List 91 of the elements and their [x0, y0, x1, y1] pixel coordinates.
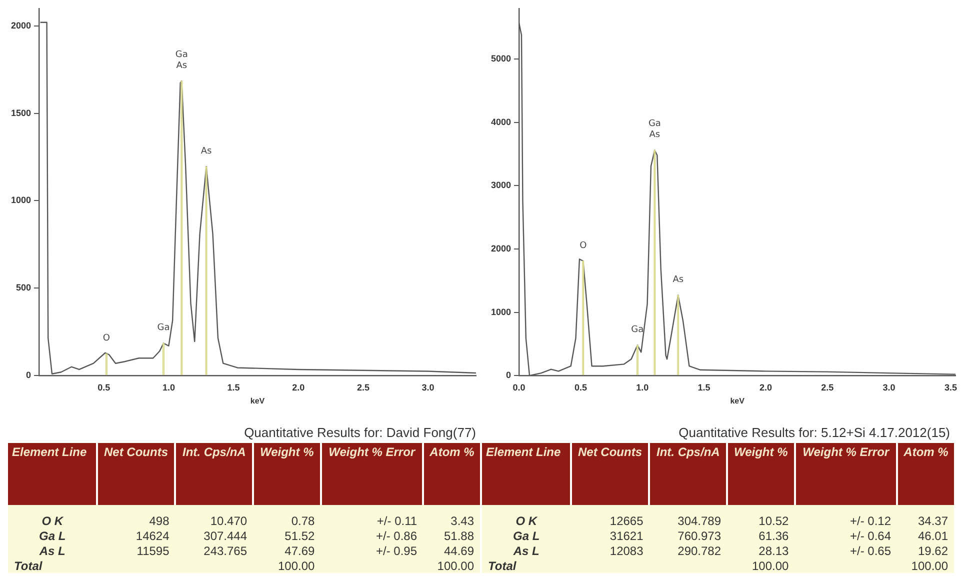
category-label: As L	[39, 544, 66, 558]
text: 3.43	[450, 514, 474, 528]
text: 10.52	[758, 514, 789, 528]
category-label: Net Counts	[96, 443, 176, 505]
text: 307.444	[204, 528, 248, 542]
text: 760.973	[678, 528, 722, 542]
text: 11595	[136, 544, 170, 558]
text: 304.789	[678, 514, 722, 528]
x-axis-title: keV	[250, 396, 266, 406]
category-label: Int. Cps/nA	[175, 443, 254, 505]
text: 34.37	[918, 514, 948, 528]
x-tick-label: 1.5	[227, 382, 240, 392]
text: Quantitative Results for: 5.12+Si 4.17.2012(15)	[678, 425, 951, 442]
text: +/- 0.86	[376, 528, 418, 542]
text: 31621	[610, 528, 644, 542]
category-label: Ga L	[39, 528, 66, 542]
annotation: Ga	[157, 323, 170, 334]
category-label: Total	[488, 558, 516, 572]
text: 51.88	[444, 528, 474, 542]
category-label: Atom %	[423, 443, 480, 505]
category-label: Weight % Error	[320, 443, 424, 505]
x-tick-label: 0.0	[512, 382, 526, 392]
category-label: Atom %	[897, 443, 954, 505]
y-tick-label: 2000	[10, 20, 32, 30]
text: 100.00	[752, 558, 789, 572]
text: 14624	[136, 528, 170, 542]
category-label: Ga L	[513, 528, 540, 542]
y-tick-label: 5000	[490, 54, 512, 64]
y-tick-label: 1500	[10, 108, 32, 118]
text: 243.765	[204, 544, 248, 558]
x-tick-label: 1.0	[162, 382, 175, 392]
y-tick-label: 2000	[490, 243, 512, 254]
y-tick-label: 1000	[10, 195, 32, 206]
text: 100.00	[437, 558, 474, 572]
text: 12665	[610, 514, 644, 528]
x-tick-label: 2.0	[292, 382, 305, 392]
annotation: As	[672, 275, 684, 286]
x-axis-title: keV	[730, 396, 746, 406]
text: +/- 0.95	[376, 544, 418, 558]
text: 47.69	[284, 544, 315, 558]
category-label: O K	[42, 514, 64, 528]
text: 0.78	[291, 514, 315, 528]
text: 46.01	[918, 528, 948, 542]
x-tick-label: 3.5	[944, 382, 957, 392]
annotation: Ga	[631, 325, 644, 336]
text: 12083	[610, 544, 644, 558]
y-tick-label: 0	[26, 370, 32, 380]
text: 498	[149, 514, 170, 528]
text: 290.782	[678, 544, 722, 558]
x-tick-label: 3.0	[882, 382, 896, 392]
y-tick-label: 1000	[490, 306, 512, 317]
category-label: Element Line	[482, 443, 571, 505]
x-tick-label: 1.5	[698, 382, 710, 392]
text: 19.62	[918, 544, 948, 558]
y-tick-label: 3000	[490, 180, 512, 190]
x-tick-label: 2.5	[356, 382, 370, 392]
text: Quantitative Results for: David Fong(77)	[243, 425, 477, 442]
x-tick-label: 2.0	[759, 382, 772, 392]
x-tick-label: 2.5	[821, 382, 834, 392]
category-label: Weight %	[727, 443, 795, 505]
annotation: As	[200, 146, 212, 156]
annotation: Ga As	[175, 50, 188, 71]
text: 28.13	[758, 544, 789, 558]
category-label: As L	[513, 544, 540, 558]
x-tick-label: 1.0	[636, 382, 649, 392]
x-tick-label: 3.0	[422, 382, 434, 392]
category-label: Weight % Error	[794, 443, 898, 505]
y-tick-label: 0	[506, 370, 512, 380]
text: 100.00	[911, 558, 948, 572]
text: 51.52	[284, 528, 315, 542]
annotation: O	[580, 240, 587, 251]
text: +/- 0.12	[850, 514, 892, 528]
y-tick-label: 4000	[490, 116, 512, 127]
category-label: O K	[516, 514, 538, 528]
category-label: Net Counts	[570, 443, 650, 505]
text: 10.470	[210, 514, 248, 528]
text: +/- 0.64	[850, 528, 892, 542]
category-label: Int. Cps/nA	[649, 443, 728, 505]
x-tick-label: 0.5	[574, 382, 587, 392]
text: 44.69	[444, 544, 474, 558]
text: +/- 0.65	[850, 544, 892, 558]
category-label: Total	[14, 558, 42, 572]
annotation: O	[102, 334, 110, 344]
category-label: Weight %	[253, 443, 321, 505]
y-tick-label: 500	[16, 282, 32, 293]
category-label: Element Line	[8, 443, 97, 505]
annotation: Ga As	[648, 119, 661, 140]
x-tick-label: 0.5	[98, 382, 110, 392]
text: 100.00	[278, 558, 315, 572]
text: +/- 0.11	[376, 514, 418, 528]
text: 61.36	[758, 528, 789, 542]
